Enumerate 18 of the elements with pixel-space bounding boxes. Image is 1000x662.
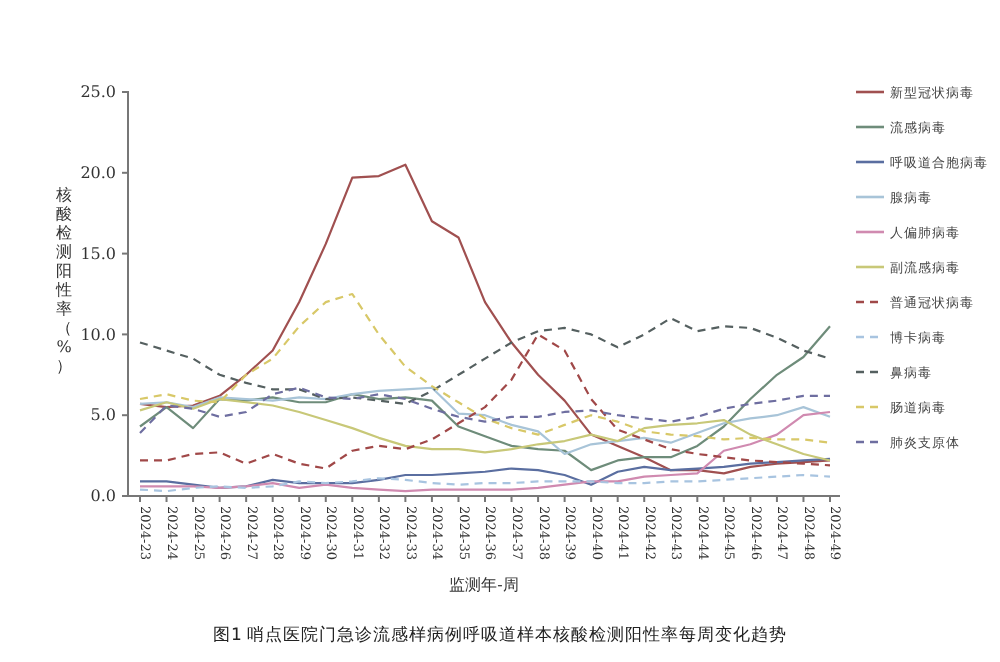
line-series xyxy=(138,163,832,475)
caption: 图1 哨点医院门急诊流感样病例呼吸道样本核酸检测阳性率每周变化趋势 xyxy=(212,624,788,646)
line-series xyxy=(138,386,832,456)
y-tick-label: 20.0 xyxy=(80,163,116,182)
y-tick-label: 5.0 xyxy=(90,406,116,425)
line-series xyxy=(138,457,832,490)
y-tick-label: 10.0 xyxy=(80,325,116,344)
y-tick-label: 15.0 xyxy=(80,244,116,263)
line-series xyxy=(138,386,832,435)
line-series xyxy=(138,292,832,444)
y-tick-label: 0.0 xyxy=(90,487,116,506)
y-tick-label: 25.0 xyxy=(80,83,116,102)
line-series xyxy=(138,317,832,405)
line-series xyxy=(138,397,832,462)
text: 核酸检测阳性率（%） xyxy=(56,186,72,375)
x-axis-title: 监测年-周 xyxy=(449,576,519,594)
line-series xyxy=(138,473,832,493)
line-series xyxy=(138,410,832,493)
